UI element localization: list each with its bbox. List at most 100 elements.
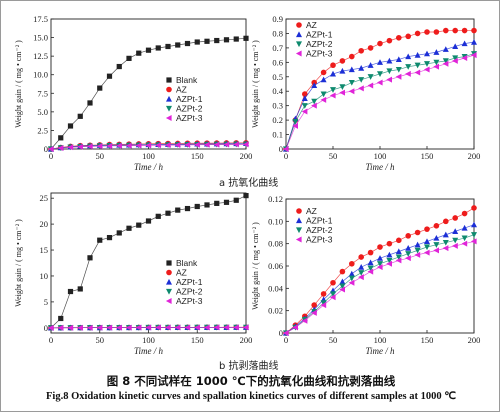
data-point [243,36,248,41]
data-point [377,80,383,86]
data-point [405,245,411,251]
data-point [358,85,364,91]
data-point [386,252,392,258]
data-point [433,49,439,55]
data-point [387,241,393,247]
x-tick-label: 100 [374,151,387,161]
data-point [368,62,374,68]
series-blank [48,36,248,152]
data-point [136,51,141,56]
data-point [386,77,392,83]
data-point [330,62,336,68]
data-point [349,54,355,60]
data-point [87,255,92,260]
legend-label: AZPt-2 [306,39,333,49]
data-point [471,205,477,211]
data-point [107,74,112,79]
data-point [340,58,346,64]
data-point [321,291,327,297]
data-point [126,226,131,231]
legend-label: AZPt-2 [176,104,203,114]
sub-label-b: b 抗剥落曲线 [219,357,279,372]
x-tick-label: 0 [284,151,288,161]
data-point [358,77,364,83]
data-point [415,230,421,236]
legend-label: Blank [176,258,198,268]
data-point [349,271,355,277]
data-point [330,71,336,77]
data-point [415,69,421,75]
data-point [452,243,458,249]
legend-label: AZ [176,85,187,95]
y-tick-label: 10 [40,271,49,281]
y-tick-label: 0.7 [272,43,283,53]
x-tick-label: 100 [142,335,155,345]
legend-label: AZPt-2 [306,225,333,235]
legend-label: AZPt-3 [176,113,203,123]
data-point [452,43,458,49]
y-tick-label: 0.5 [272,72,283,82]
data-point [452,28,458,34]
data-point [368,250,374,256]
x-tick-label: 0 [284,335,288,345]
x-tick-label: 150 [191,151,204,161]
legend-label: AZPt-3 [306,235,333,245]
legend-marker [296,22,302,28]
x-tick-label: 50 [329,151,338,161]
legend-marker [296,217,302,223]
data-point [58,135,63,140]
data-point [471,28,477,34]
data-point [87,100,92,105]
y-tick-label: 5 [44,297,48,307]
y-tick-label: 10.0 [33,70,48,80]
data-point [358,254,364,260]
data-point [204,39,209,44]
legend-item-azpt-3: AZPt-3 [166,113,203,123]
legend-item-azpt-1: AZPt-1 [296,216,333,226]
data-point [126,56,131,61]
legend-item-az: AZ [166,85,187,95]
data-point [424,244,430,250]
y-tick-label: 0 [44,323,48,333]
legend-label: AZPt-3 [176,296,203,306]
data-point [377,71,383,77]
data-point [415,242,421,248]
data-point [368,74,374,80]
data-point [434,223,440,229]
data-point [349,88,355,94]
data-point [58,316,63,321]
data-point [433,247,439,253]
y-tick-label: 0.6 [272,57,283,67]
data-point [396,238,402,244]
legend-label: AZPt-2 [176,287,203,297]
legend-label: AZ [176,268,187,278]
figure-caption-cn: 图 8 不同试样在 1000 ℃下的抗氧化曲线和抗剥落曲线 [1,373,500,389]
data-point [339,279,345,285]
data-point [165,44,170,49]
legend-label: AZ [306,20,317,30]
y-tick-label: 15 [40,245,49,255]
sub-label-a: a 抗氧化曲线 [219,174,278,189]
y-tick-label: 20 [40,219,49,229]
y-tick-label: 0.8 [272,28,283,38]
x-tick-label: 100 [374,335,387,345]
data-point [146,48,151,53]
data-point [462,211,468,217]
legend-marker [296,227,302,233]
y-axis-label: Weight gain / ( mg • cm⁻² ) [251,222,260,310]
legend-marker [296,237,302,243]
data-point [165,211,170,216]
y-tick-label: 0.2 [272,115,283,125]
y-tick-label: 0.12 [268,194,283,204]
data-point [146,218,151,223]
data-point [443,245,449,251]
data-point [424,226,430,232]
data-point [117,64,122,69]
legend-item-azpt-2: AZPt-2 [166,287,203,297]
legend-marker [296,31,302,37]
data-point [471,232,477,238]
data-point [358,264,364,270]
